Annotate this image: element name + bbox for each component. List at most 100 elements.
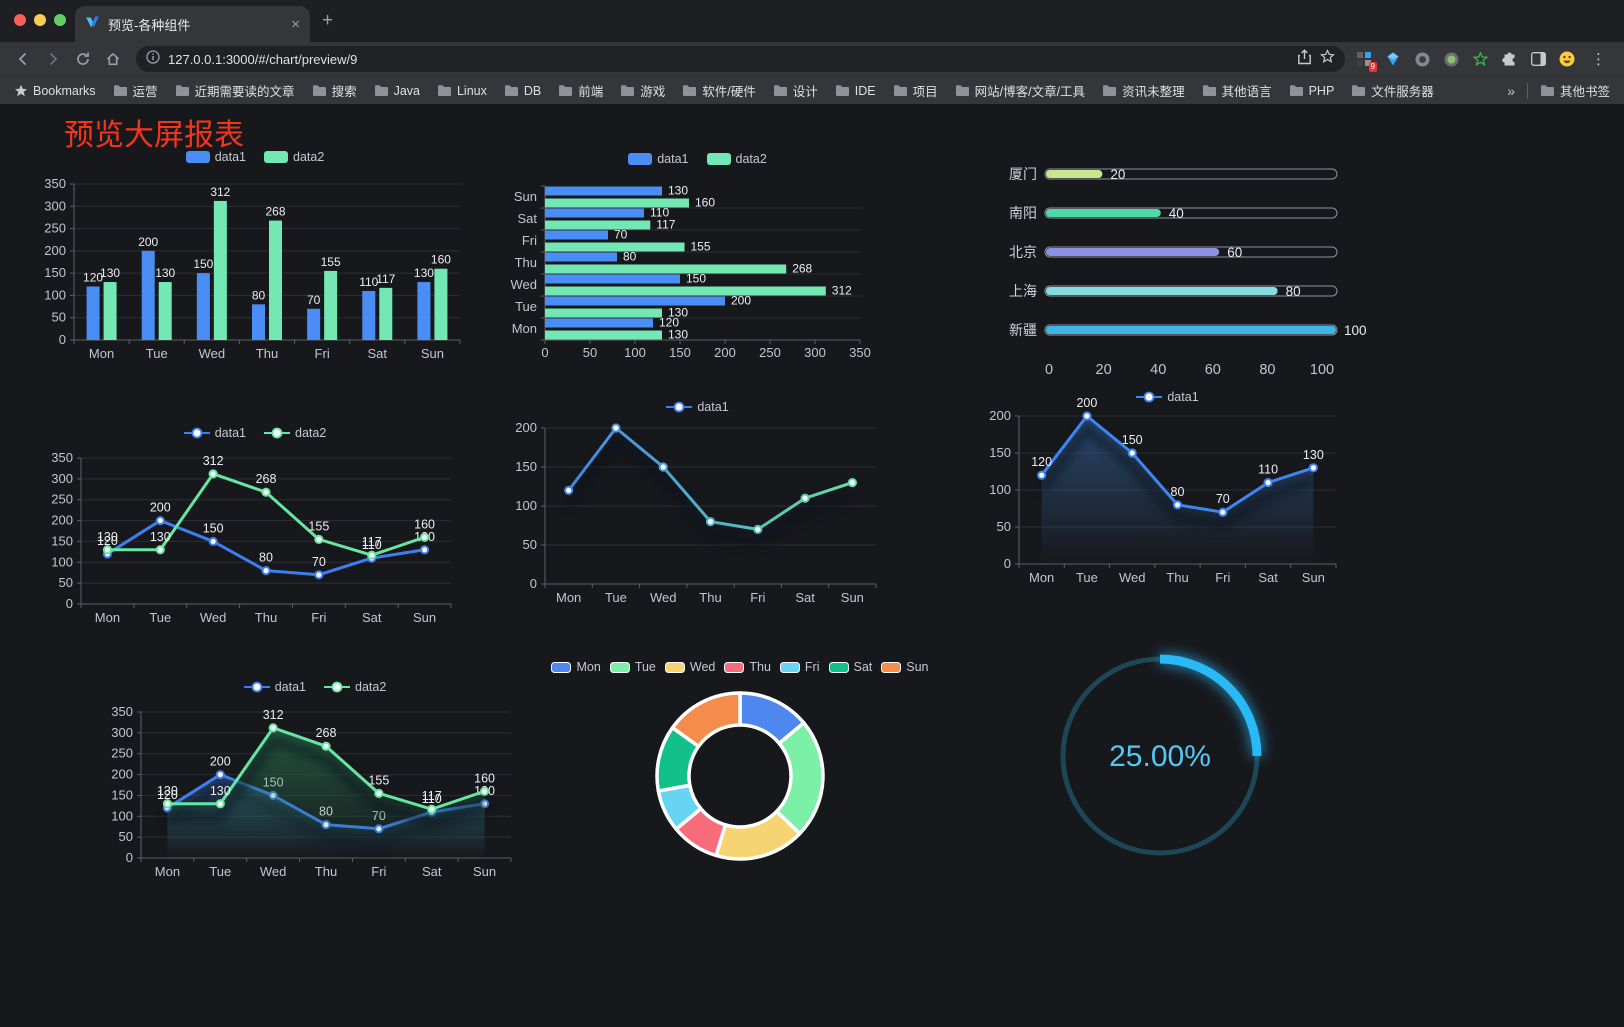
green-circle-extension-icon[interactable] — [1442, 50, 1460, 68]
legend-item[interactable]: data1 — [243, 680, 306, 694]
svg-text:117: 117 — [376, 272, 395, 286]
browser-menu-icon[interactable]: ⋮ — [1591, 51, 1606, 68]
folder-icon — [1202, 85, 1216, 96]
bookmark-folder[interactable]: DB — [504, 81, 541, 100]
bookmark-folder[interactable]: Java — [374, 81, 420, 100]
svg-text:Sun: Sun — [473, 864, 496, 879]
bookmark-folder[interactable]: 项目 — [893, 81, 938, 100]
legend-item[interactable]: Sat — [828, 660, 872, 674]
colorful-extension-icon[interactable]: 9 — [1355, 50, 1377, 72]
svg-text:0: 0 — [1045, 362, 1053, 378]
bookmark-folder[interactable]: 资讯未整理 — [1102, 81, 1185, 100]
bookmark-folder[interactable]: 软件/硬件 — [682, 81, 756, 100]
svg-text:250: 250 — [111, 746, 133, 761]
bookmark-folder[interactable]: 其他语言 — [1202, 81, 1272, 100]
legend-item[interactable]: data2 — [264, 426, 326, 440]
legend-item[interactable]: data2 — [706, 152, 767, 166]
svg-text:厦门: 厦门 — [1009, 166, 1037, 182]
svg-text:100: 100 — [624, 345, 646, 360]
bookmarks-overflow-chevron[interactable]: » — [1507, 82, 1515, 99]
close-window-button[interactable] — [14, 14, 26, 26]
svg-text:70: 70 — [307, 293, 321, 307]
svg-text:上海: 上海 — [1009, 283, 1037, 299]
svg-text:200: 200 — [989, 408, 1011, 423]
bookmark-folder[interactable]: 文件服务器 — [1351, 81, 1434, 100]
svg-text:Sun: Sun — [514, 189, 537, 204]
svg-text:100: 100 — [989, 482, 1011, 497]
share-icon[interactable] — [1297, 48, 1312, 70]
svg-text:Wed: Wed — [650, 590, 677, 605]
forward-icon[interactable] — [40, 46, 66, 72]
legend-item[interactable]: data1 — [628, 152, 689, 166]
svg-text:150: 150 — [686, 272, 706, 286]
svg-text:60: 60 — [1227, 245, 1242, 260]
folder-icon — [113, 85, 127, 96]
chart-canvas: 0 50 100 150 200 Mon Tue Wed Thu Fri Sat Sun 120 200 1… — [989, 396, 1337, 585]
legend-item[interactable]: data1 — [1136, 390, 1199, 404]
legend-item[interactable]: data1 — [666, 400, 729, 414]
legend-item[interactable]: Mon — [551, 660, 601, 674]
legend-item[interactable]: data2 — [264, 150, 324, 164]
svg-text:110: 110 — [422, 792, 442, 806]
legend-item[interactable]: data1 — [185, 150, 246, 164]
legend-item[interactable]: Wed — [664, 660, 715, 674]
svg-text:110: 110 — [650, 206, 669, 220]
svg-text:120: 120 — [659, 316, 679, 330]
folder-icon — [955, 85, 969, 96]
bookmark-folder[interactable]: IDE — [835, 81, 876, 100]
site-info-icon[interactable] — [146, 49, 160, 69]
url-text[interactable]: 127.0.0.1:3000/#/chart/preview/9 — [168, 51, 358, 67]
svg-text:Tue: Tue — [605, 590, 627, 605]
bookmark-folder[interactable]: PHP — [1289, 81, 1334, 100]
side-panel-icon[interactable] — [1529, 50, 1547, 68]
emoji-extension-icon[interactable] — [1558, 50, 1576, 68]
reload-icon[interactable] — [70, 46, 96, 72]
bookmark-star-icon[interactable] — [1320, 49, 1335, 69]
bookmark-folder[interactable]: 游戏 — [620, 81, 665, 100]
bookmark-folder[interactable]: 近期需要读的文章 — [175, 81, 295, 100]
svg-text:Tue: Tue — [149, 610, 171, 625]
svg-text:268: 268 — [792, 262, 812, 276]
other-bookmarks[interactable]: 其他书签 — [1540, 81, 1610, 100]
bookmark-folder[interactable]: 运营 — [113, 81, 158, 100]
new-tab-button[interactable]: + — [322, 10, 334, 31]
svg-text:160: 160 — [695, 196, 715, 210]
home-icon[interactable] — [100, 46, 126, 72]
svg-text:150: 150 — [111, 787, 133, 802]
tab-close-icon[interactable]: × — [291, 15, 300, 33]
bookmark-folder[interactable]: 搜索 — [312, 81, 357, 100]
bookmark-folder[interactable]: Linux — [437, 81, 487, 100]
svg-text:50: 50 — [523, 537, 537, 552]
svg-text:150: 150 — [203, 521, 224, 535]
legend-item[interactable]: Thu — [724, 660, 771, 674]
gem-extension-icon[interactable] — [1384, 50, 1402, 68]
legend-item[interactable]: Sun — [881, 660, 929, 674]
svg-text:155: 155 — [368, 773, 389, 787]
svg-text:Thu: Thu — [515, 255, 537, 270]
svg-text:117: 117 — [422, 789, 442, 803]
chart-legend: data1 data2 — [505, 152, 890, 166]
bookmarks-root[interactable]: Bookmarks — [14, 84, 96, 98]
bookmark-folder[interactable]: 设计 — [773, 81, 818, 100]
puzzle-extensions-icon[interactable] — [1500, 50, 1518, 68]
legend-item[interactable]: Fri — [779, 660, 820, 674]
back-icon[interactable] — [10, 46, 36, 72]
bookmark-folder[interactable]: 网站/博客/文章/工具 — [955, 81, 1085, 100]
svg-text:250: 250 — [51, 492, 73, 507]
maximize-window-button[interactable] — [54, 14, 66, 26]
svg-text:80: 80 — [623, 250, 637, 264]
gray-circle-extension-icon[interactable] — [1413, 50, 1431, 68]
green-star-extension-icon[interactable] — [1471, 50, 1489, 68]
minimize-window-button[interactable] — [34, 14, 46, 26]
legend-item[interactable]: data1 — [183, 426, 246, 440]
url-bar[interactable]: 127.0.0.1:3000/#/chart/preview/9 — [136, 46, 1345, 72]
svg-text:120: 120 — [157, 788, 178, 802]
browser-tab[interactable]: 预览-各种组件 × — [75, 6, 310, 42]
svg-text:130: 130 — [150, 530, 171, 544]
chart-canvas: 0 50 100 150 200 Mon Tue Wed Thu Fri Sat Sun — [515, 420, 877, 605]
legend-item[interactable]: Tue — [609, 660, 656, 674]
bookmark-folder[interactable]: 前端 — [558, 81, 603, 100]
legend-item[interactable]: data2 — [324, 680, 386, 694]
svg-text:250: 250 — [759, 345, 781, 360]
donut-chart: Mon Tue Wed Thu Fri Sat Sun — [551, 658, 929, 903]
